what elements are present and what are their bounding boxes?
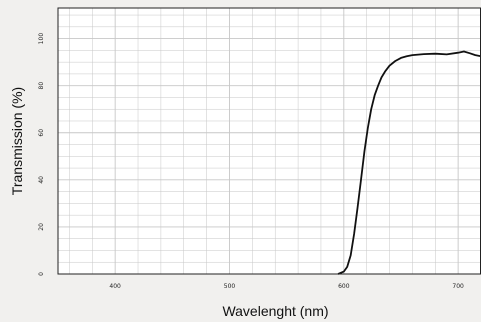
x-axis-label: Wavelenght (nm) (222, 303, 328, 319)
x-tick-label: 500 (224, 283, 236, 290)
x-tick-labels: 400 500 600 700 (109, 283, 464, 290)
transmission-curve (337, 50, 481, 275)
y-axis-label: Transmission (%) (9, 87, 25, 195)
x-tick-label: 700 (452, 283, 464, 290)
x-tick-label: 400 (109, 283, 121, 290)
y-tick-label: 100 (38, 33, 45, 45)
y-tick-label: 60 (38, 129, 45, 137)
x-tick-label: 600 (338, 283, 350, 290)
y-tick-labels: 0 20 40 60 80 100 (38, 33, 45, 276)
y-tick-label: 0 (38, 272, 45, 276)
grid (58, 8, 481, 274)
plot-area (58, 8, 481, 274)
y-tick-label: 40 (38, 176, 45, 184)
y-tick-label: 80 (38, 82, 45, 90)
y-tick-label: 20 (38, 223, 45, 231)
